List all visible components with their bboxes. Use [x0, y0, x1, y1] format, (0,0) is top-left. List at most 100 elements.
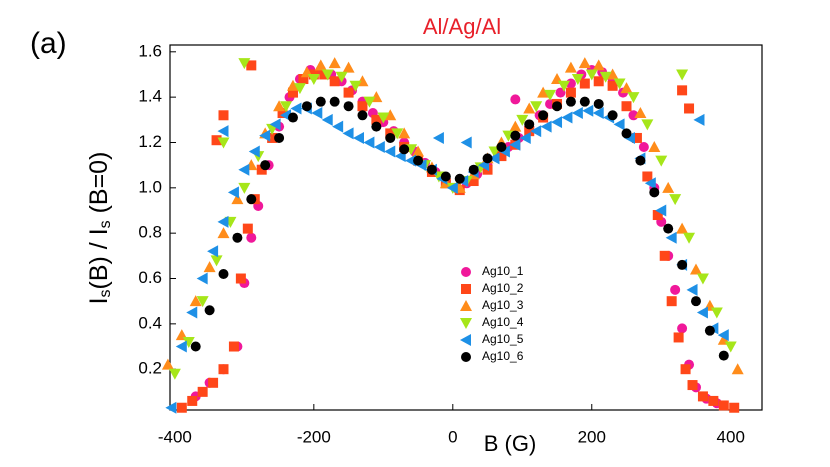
marker	[642, 171, 653, 182]
marker	[210, 255, 223, 267]
legend-label: Ag10_1	[482, 264, 524, 278]
marker	[357, 110, 368, 121]
marker	[217, 227, 230, 239]
chart-title: Al/Ag/Al	[423, 14, 501, 39]
marker	[165, 401, 177, 414]
marker	[468, 176, 479, 187]
marker	[371, 121, 382, 132]
marker	[537, 86, 550, 98]
marker	[412, 145, 425, 157]
marker	[307, 74, 320, 86]
marker	[168, 368, 181, 380]
marker	[687, 380, 698, 391]
marker	[186, 306, 198, 319]
marker	[238, 182, 251, 194]
marker	[579, 78, 590, 89]
legend-marker	[461, 284, 471, 294]
marker	[235, 273, 246, 284]
marker	[329, 96, 340, 107]
marker	[689, 263, 702, 275]
x-axis-label: B (G)	[484, 431, 537, 456]
marker	[579, 96, 590, 107]
marker	[391, 128, 404, 140]
marker	[538, 110, 549, 121]
marker	[565, 87, 576, 98]
marker	[635, 155, 646, 166]
marker	[363, 136, 375, 149]
marker	[342, 127, 354, 140]
marker	[248, 145, 260, 158]
y-label-part: I	[85, 297, 113, 304]
marker	[227, 186, 239, 199]
marker	[287, 87, 298, 98]
marker	[704, 325, 715, 336]
marker	[207, 245, 219, 258]
marker	[552, 101, 563, 112]
marker	[269, 118, 281, 131]
marker	[204, 305, 215, 316]
marker	[631, 132, 642, 143]
marker	[540, 120, 552, 133]
marker	[189, 295, 202, 307]
marker	[673, 332, 684, 343]
marker	[217, 125, 229, 138]
marker	[190, 341, 201, 352]
marker	[669, 194, 682, 206]
marker	[510, 130, 521, 141]
marker	[524, 126, 535, 137]
marker	[697, 391, 708, 402]
marker	[274, 132, 285, 143]
marker	[496, 142, 507, 153]
marker	[211, 135, 222, 146]
marker	[670, 284, 681, 295]
marker	[676, 69, 689, 81]
marker	[677, 259, 688, 270]
marker	[208, 377, 219, 388]
marker	[315, 96, 326, 107]
marker	[175, 340, 187, 353]
marker	[571, 107, 583, 120]
legend-marker	[460, 318, 472, 329]
y-label-part: s	[97, 220, 114, 228]
marker	[217, 215, 229, 228]
marker	[509, 120, 522, 132]
marker	[599, 71, 612, 83]
marker	[238, 58, 251, 70]
marker	[677, 323, 688, 334]
marker	[606, 68, 619, 80]
marker	[286, 79, 299, 91]
marker	[399, 144, 410, 155]
legend-label: Ag10_5	[482, 332, 524, 346]
marker	[677, 85, 688, 96]
marker	[621, 101, 632, 112]
marker	[301, 101, 312, 112]
marker	[385, 132, 396, 143]
marker	[468, 164, 479, 175]
marker	[593, 76, 604, 87]
marker	[343, 87, 354, 98]
marker	[530, 101, 543, 113]
marker	[516, 114, 529, 126]
marker	[623, 131, 635, 144]
marker	[332, 120, 344, 133]
marker	[197, 386, 208, 397]
plot-frame	[169, 44, 763, 411]
marker	[717, 329, 729, 342]
marker	[267, 132, 278, 143]
y-tick-label: 1.2	[138, 132, 162, 151]
marker	[260, 160, 271, 171]
marker	[607, 110, 618, 121]
y-tick-label: 0.8	[138, 223, 162, 242]
marker	[555, 87, 566, 98]
marker	[232, 232, 243, 243]
y-tick-label: 1.6	[138, 41, 162, 60]
y-axis-label: Is(B) / Is (B=0)	[85, 152, 115, 305]
marker	[524, 119, 535, 130]
marker	[718, 350, 729, 361]
marker	[684, 103, 695, 114]
marker	[217, 137, 230, 149]
marker	[384, 145, 396, 158]
y-label-part: s	[97, 289, 114, 297]
y-label-part: (B) / I	[85, 228, 113, 289]
marker	[460, 136, 472, 149]
